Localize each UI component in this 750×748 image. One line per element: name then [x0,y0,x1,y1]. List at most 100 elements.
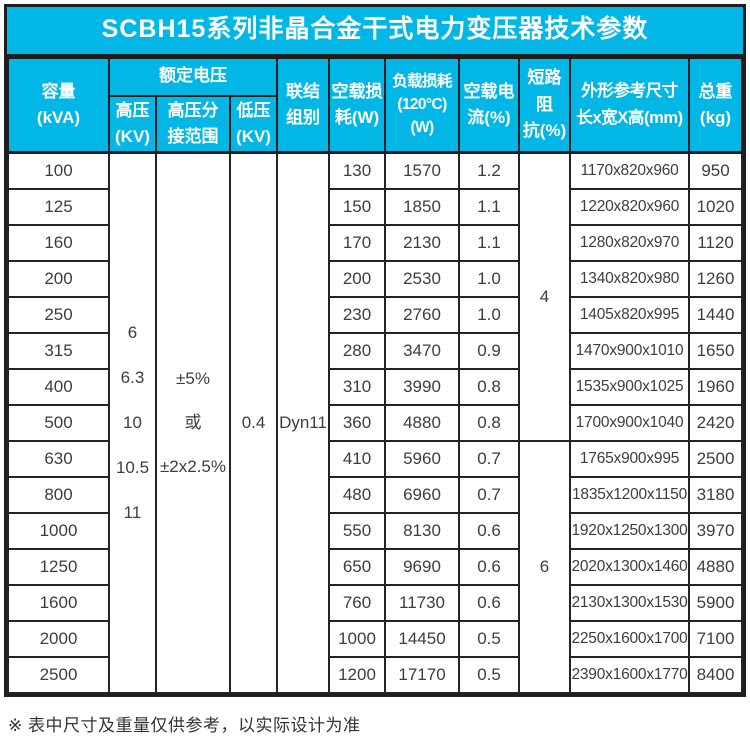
table-row: 1600 760 11730 0.6 2130x1300x1530 5900 [7,583,743,622]
cell-weight: 8400 [688,655,743,694]
cell-no-load-loss: 130 [328,151,387,190]
table-header: 容量 (kVA) 额定电压 联结 组别 空载损 耗(W) 负载损耗 (120°C… [7,56,743,155]
cell-weight: 1960 [688,367,743,406]
cell-load-loss: 5960 [384,439,461,478]
cell-no-load-loss: 760 [328,583,387,622]
table-row: 1250 650 9690 0.6 2020x1300x1460 4880 [7,547,743,586]
table-row: 2500 1200 17170 0.5 2390x1600x1770 8400 [7,655,743,694]
cell-no-load-loss: 150 [328,187,387,226]
header-impedance: 短路阻 抗(%) [518,56,572,155]
cell-no-load-current: 0.5 [458,619,521,658]
cell-capacity: 315 [7,331,110,370]
cell-weight: 1650 [688,331,743,370]
cell-capacity: 2500 [7,655,110,694]
cell-capacity: 160 [7,223,110,262]
cell-no-load-loss: 170 [328,223,387,262]
cell-load-loss: 8130 [384,511,461,550]
header-lv: 低压 (KV) [228,94,279,155]
table-row: 1000 550 8130 0.6 1920x1250x1300 3970 [7,511,743,550]
cell-dimensions: 1405x820x995 [569,295,691,334]
table-row: 315 280 3470 0.9 1470x900x1010 1650 [7,331,743,370]
cell-no-load-current: 0.7 [458,475,521,514]
table-row: 2000 1000 14450 0.5 2250x1600x1700 7100 [7,619,743,658]
cell-dimensions: 1835x1200x1150 [569,475,691,514]
cell-load-loss: 9690 [384,547,461,586]
cell-weight: 950 [688,151,743,190]
cell-load-loss: 2530 [384,259,461,298]
cell-capacity: 500 [7,403,110,442]
cell-capacity: 1000 [7,511,110,550]
cell-dimensions: 1170x820x960 [569,151,691,190]
cell-load-loss: 14450 [384,619,461,658]
cell-dimensions: 1765x900x995 [569,439,691,478]
cell-weight: 2500 [688,439,743,478]
cell-impedance-group2: 6 [518,439,572,694]
cell-load-loss: 2130 [384,223,461,262]
cell-weight: 5900 [688,583,743,622]
cell-capacity: 400 [7,367,110,406]
cell-no-load-current: 1.0 [458,295,521,334]
cell-no-load-current: 0.6 [458,547,521,586]
footnote: ※ 表中尺寸及重量仅供参考，以实际设计为准 [8,715,361,735]
cell-no-load-loss: 280 [328,331,387,370]
header-load-loss: 负载损耗 (120°C)(W) [384,56,461,155]
cell-impedance-group1: 4 [518,151,572,442]
cell-load-loss: 3470 [384,331,461,370]
header-group-row: 容量 (kVA) 额定电压 联结 组别 空载损 耗(W) 负载损耗 (120°C… [7,56,743,155]
cell-no-load-loss: 1000 [328,619,387,658]
cell-dimensions: 2390x1600x1770 [569,655,691,694]
cell-capacity: 1250 [7,547,110,586]
cell-dimensions: 1700x900x1040 [569,403,691,442]
table-body: 100 6 6.3 10 10.5 11 ±5% 或 ±2x2.5% 0.4 D… [7,151,743,694]
cell-capacity: 100 [7,151,110,190]
cell-dimensions: 2250x1600x1700 [569,619,691,658]
table-row: 100 6 6.3 10 10.5 11 ±5% 或 ±2x2.5% 0.4 D… [7,151,743,694]
cell-no-load-current: 0.8 [458,367,521,406]
cell-weight: 1440 [688,295,743,334]
cell-dimensions: 1280x820x970 [569,223,691,262]
header-capacity: 容量 (kVA) [7,56,110,155]
cell-weight: 4880 [688,547,743,586]
cell-no-load-current: 0.9 [458,331,521,370]
header-dimensions: 外形参考尺寸 长x宽X高(mm) [569,56,691,155]
cell-no-load-loss: 1200 [328,655,387,694]
cell-vector-group: Dyn11 [276,151,331,694]
table-row: 630 410 5960 0.7 6 1765x900x995 2500 [7,439,743,694]
cell-capacity: 1600 [7,583,110,622]
table-row: 500 360 4880 0.8 1700x900x1040 2420 [7,403,743,442]
cell-dimensions: 1920x1250x1300 [569,511,691,550]
header-no-load-current: 空载电 流(%) [458,56,521,155]
table-row: 400 310 3990 0.8 1535x900x1025 1960 [7,367,743,406]
cell-dimensions: 1340x820x980 [569,259,691,298]
cell-no-load-loss: 480 [328,475,387,514]
cell-no-load-loss: 410 [328,439,387,478]
cell-no-load-current: 1.2 [458,151,521,190]
header-sub-row: 高压 (KV) 高压分 接范围 低压 (KV) [8,94,742,155]
cell-no-load-current: 0.7 [458,439,521,478]
cell-capacity: 2000 [7,619,110,658]
table-row: 200 200 2530 1.0 1340x820x980 1260 [7,259,743,298]
cell-no-load-loss: 200 [328,259,387,298]
cell-weight: 1120 [688,223,743,262]
cell-weight: 1020 [688,187,743,226]
cell-no-load-current: 0.8 [458,403,521,442]
cell-load-loss: 4880 [384,403,461,442]
header-weight: 总重 (kg) [688,56,743,155]
spec-table: 容量 (kVA) 额定电压 联结 组别 空载损 耗(W) 负载损耗 (120°C… [7,56,743,694]
cell-lv-value: 0.4 [228,151,279,694]
cell-no-load-current: 0.5 [458,655,521,694]
header-hv: 高压 (KV) [108,94,157,155]
cell-capacity: 200 [7,259,110,298]
cell-capacity: 125 [7,187,110,226]
cell-no-load-loss: 550 [328,511,387,550]
spec-table-frame: SCBH15系列非晶合金干式电力变压器技术参数 容量 (kVA) 额定电压 联结… [4,4,746,697]
cell-dimensions: 2130x1300x1530 [569,583,691,622]
cell-load-loss: 3990 [384,367,461,406]
cell-load-loss: 6960 [384,475,461,514]
cell-weight: 3970 [688,511,743,550]
cell-weight: 7100 [688,619,743,658]
header-hv-tap-range: 高压分 接范围 [155,94,231,155]
cell-capacity: 630 [7,439,110,478]
cell-hv-tap-values: ±5% 或 ±2x2.5% [155,151,231,694]
cell-weight: 2420 [688,403,743,442]
